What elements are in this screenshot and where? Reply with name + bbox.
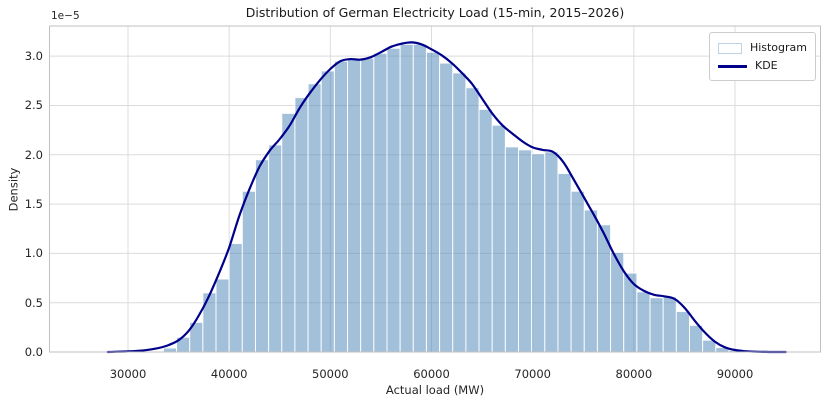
histogram-bar	[241, 190, 256, 353]
legend-kde-label: KDE	[755, 59, 778, 72]
histogram-bar	[439, 62, 454, 353]
histogram-bar	[649, 297, 664, 353]
histogram-bar	[531, 153, 546, 353]
y-tick-label: 1.0	[24, 246, 43, 261]
chart-title: Distribution of German Electricity Load …	[245, 5, 625, 20]
histogram-bar	[465, 87, 480, 353]
histogram-bar	[162, 347, 178, 353]
histogram-bar	[228, 243, 243, 353]
histogram-bar	[347, 58, 362, 353]
histogram-bar	[557, 173, 572, 353]
y-tick-label: 1.5	[24, 197, 43, 212]
histogram-bar	[320, 70, 335, 353]
y-tick-label: 0.5	[24, 295, 43, 310]
histogram-bar	[583, 209, 598, 353]
legend-histogram-label: Histogram	[749, 41, 807, 54]
y-tick-label: 2.5	[24, 98, 43, 113]
histogram-bar	[373, 52, 388, 353]
legend: Histogram KDE	[709, 32, 816, 81]
histogram-bar	[570, 190, 585, 353]
histogram-bar	[425, 51, 441, 353]
x-tick-label: 60000	[413, 367, 450, 381]
plot-border	[49, 25, 821, 353]
histogram-bar	[452, 72, 467, 353]
x-tick-label: 50000	[312, 367, 349, 381]
legend-entry-kde: KDE	[718, 57, 807, 75]
x-tick-label: 70000	[514, 367, 551, 381]
x-tick-label: 30000	[109, 367, 147, 381]
y-tick-label: 2.0	[24, 147, 43, 162]
histogram-bar	[675, 311, 690, 353]
x-tick-label: 40000	[210, 367, 248, 381]
histogram-bar	[281, 112, 296, 353]
histogram-bar	[307, 83, 322, 353]
histogram-bar	[360, 57, 375, 353]
histogram-bar	[399, 43, 414, 353]
x-axis-label: Actual load (MW)	[385, 383, 485, 397]
histogram-bar	[202, 292, 217, 353]
histogram-bar	[294, 97, 309, 353]
histogram-bar	[636, 291, 651, 353]
x-tick-label: 80000	[615, 367, 653, 381]
y-tick-label: 0.0	[24, 345, 43, 359]
histogram-bar	[491, 124, 506, 353]
y-axis-offset-label: 1e−5	[51, 10, 80, 22]
histogram-bar	[412, 43, 427, 353]
histogram-bar	[333, 60, 349, 353]
histogram-bar	[544, 151, 559, 353]
histogram-bar	[662, 296, 677, 353]
histogram-bar	[518, 149, 533, 353]
y-tick-label: 3.0	[24, 49, 43, 64]
legend-entry-histogram: Histogram	[718, 39, 807, 57]
legend-histogram-swatch	[718, 42, 742, 54]
histogram-bar	[268, 144, 283, 353]
histogram-bar	[386, 47, 401, 353]
histogram-bar	[478, 108, 493, 353]
kde-curve	[106, 41, 787, 354]
histogram-bar	[504, 146, 520, 353]
x-tick-label: 90000	[716, 367, 754, 381]
legend-kde-line-icon	[718, 64, 747, 68]
histogram-bar	[254, 159, 270, 353]
histogram-bar	[215, 278, 230, 353]
